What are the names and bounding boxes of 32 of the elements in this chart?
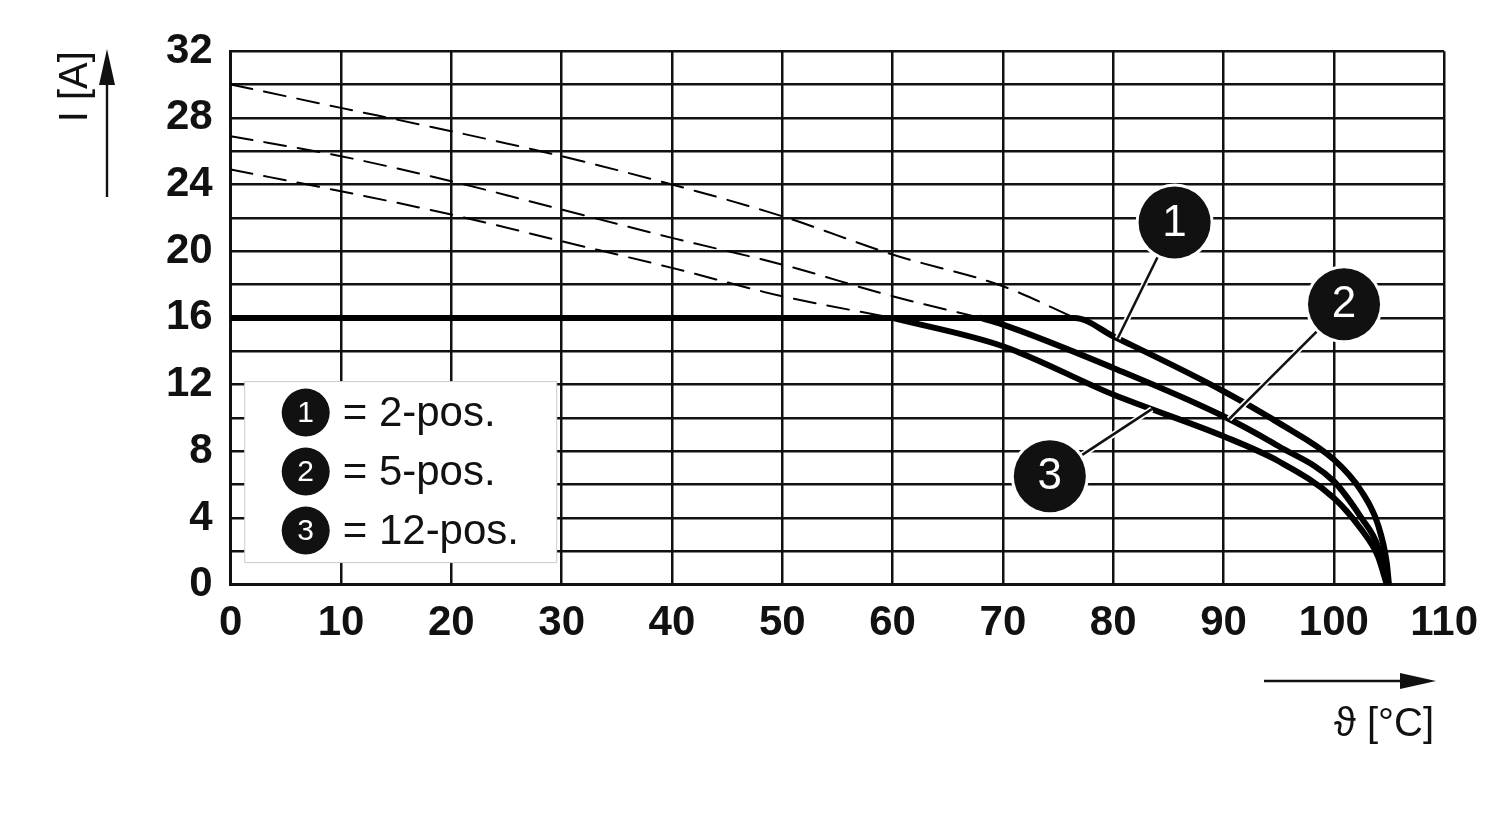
y-tick-label: 20 — [166, 224, 213, 272]
x-tick-label: 10 — [317, 597, 365, 645]
series-label: 3 — [1037, 449, 1063, 499]
text: 2 — [297, 453, 315, 487]
x-tick-label: 70 — [979, 597, 1027, 645]
y-tick-label: 0 — [189, 558, 213, 606]
y-tick-label: 16 — [166, 291, 213, 339]
x-tick-label: 60 — [869, 597, 916, 645]
x-tick-label: 90 — [1200, 597, 1247, 645]
x-tick-label: 0 — [219, 597, 243, 645]
annotation: = 12-pos. — [342, 506, 520, 554]
x-tick-label: 100 — [1298, 597, 1369, 645]
text: 2 — [1331, 277, 1357, 327]
x-axis-title: ϑ [°C] — [1334, 699, 1435, 744]
y-tick-label: 8 — [189, 424, 213, 472]
y-axis-title: I [A] — [50, 51, 95, 123]
y-tick-label: 28 — [166, 91, 213, 139]
x-tick-label: 40 — [648, 597, 696, 645]
y-tick-label: 32 — [166, 24, 213, 72]
annotation: = 5-pos. — [342, 447, 496, 495]
x-tick-label: 80 — [1089, 597, 1137, 645]
x-tick-label: 20 — [427, 597, 475, 645]
text: 1 — [297, 394, 315, 428]
y-tick-label: 4 — [189, 491, 214, 539]
annotation: = 2-pos. — [342, 388, 496, 436]
text: 1 — [1162, 195, 1187, 245]
x-tick-label: 110 — [1410, 597, 1478, 645]
x-tick-label: 50 — [758, 597, 806, 645]
text: 3 — [297, 512, 315, 546]
y-tick-label: 12 — [166, 358, 213, 406]
x-tick-label: 30 — [538, 597, 585, 645]
y-tick-label: 24 — [166, 158, 214, 206]
